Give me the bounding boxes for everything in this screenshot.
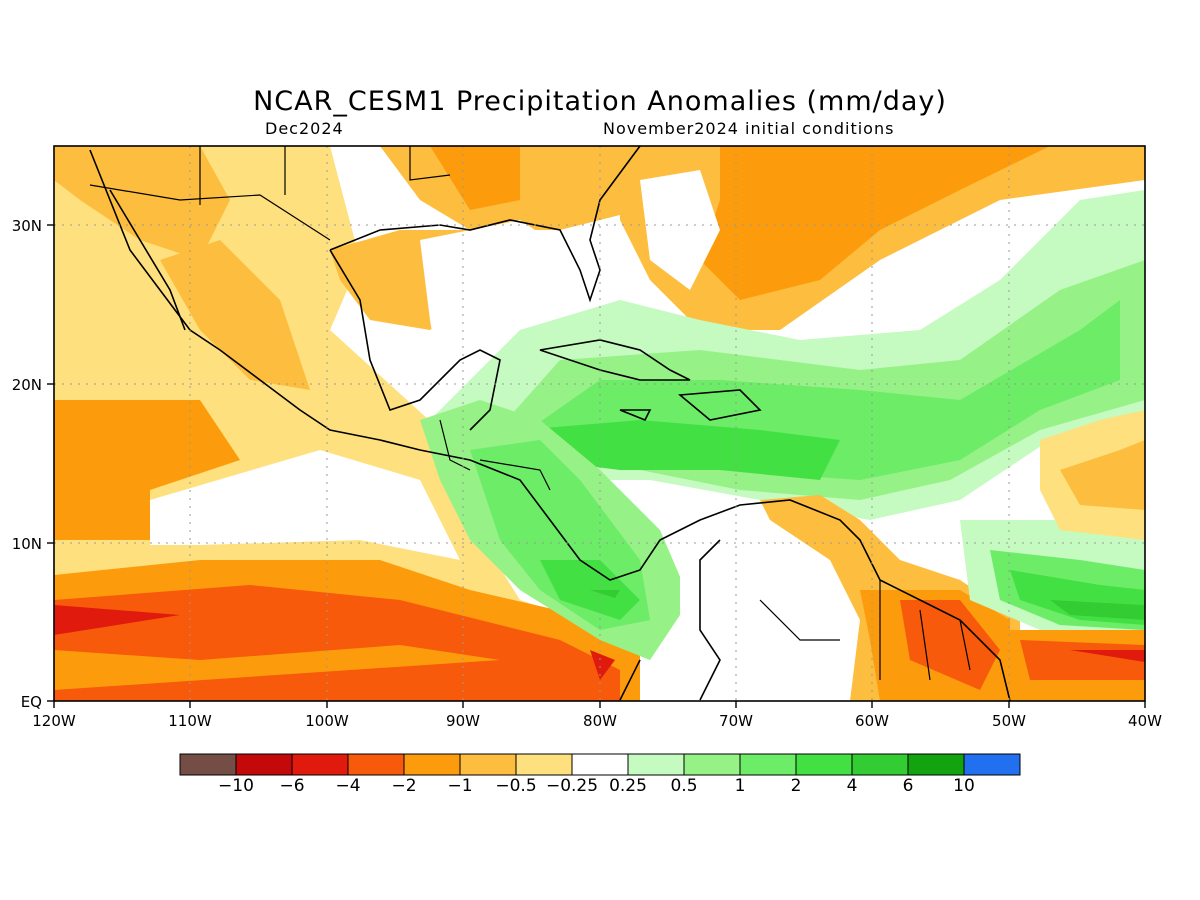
x-tick-label: 90W — [446, 712, 480, 730]
x-tick-label: 60W — [855, 712, 889, 730]
x-tick-label: 100W — [305, 712, 349, 730]
colorbar-swatch — [683, 753, 741, 776]
y-tick-label: EQ — [21, 693, 42, 711]
colorbar-label: −0.5 — [495, 776, 537, 796]
gridlines — [54, 146, 1145, 701]
colorbar-label: 2 — [790, 776, 802, 796]
colorbar-label: 0.5 — [670, 776, 698, 796]
colorbar-swatch — [459, 753, 517, 776]
x-tick-label: 70W — [719, 712, 753, 730]
colorbar-label: −10 — [218, 776, 254, 796]
colorbar-swatch — [739, 753, 797, 776]
map-title: NCAR_CESM1 Precipitation Anomalies (mm/d… — [253, 86, 947, 117]
x-tick-label: 110W — [168, 712, 212, 730]
colorbar-swatch — [347, 753, 405, 776]
colorbar-label: −0.25 — [545, 776, 599, 796]
colorbar-label: 0.25 — [609, 776, 647, 796]
colorbar-swatch — [291, 753, 349, 776]
colorbar-swatch — [851, 753, 909, 776]
colorbar-label: −2 — [391, 776, 417, 796]
colorbar-swatch — [571, 753, 629, 776]
x-tick-label: 40W — [1128, 712, 1162, 730]
colorbar-swatch — [963, 753, 1021, 776]
y-tick-label: 20N — [12, 376, 42, 394]
x-tick-label: 120W — [32, 712, 76, 730]
colorbar — [179, 753, 1021, 776]
tick-marks — [47, 224, 1146, 708]
y-tick-label: 10N — [12, 535, 42, 553]
colorbar-swatch — [907, 753, 965, 776]
colorbar-swatch — [235, 753, 293, 776]
y-tick-label: 30N — [12, 217, 42, 235]
colorbar-swatch — [403, 753, 461, 776]
anomaly-field — [54, 146, 1145, 701]
x-tick-label: 50W — [992, 712, 1026, 730]
colorbar-label: 10 — [953, 776, 975, 796]
colorbar-label: 4 — [846, 776, 858, 796]
colorbar-swatch — [179, 753, 237, 776]
colorbar-label: 1 — [734, 776, 746, 796]
colorbar-label: −4 — [335, 776, 361, 796]
colorbar-swatch — [627, 753, 685, 776]
colorbar-label: 6 — [902, 776, 914, 796]
valid-month-label: Dec2024 — [265, 119, 344, 138]
colorbar-swatch — [515, 753, 573, 776]
initial-conditions-label: November2024 initial conditions — [603, 119, 895, 138]
coastlines — [89, 146, 1011, 701]
x-tick-label: 80W — [583, 712, 617, 730]
colorbar-label: −6 — [279, 776, 305, 796]
colorbar-label: −1 — [447, 776, 473, 796]
colorbar-swatch — [795, 753, 853, 776]
